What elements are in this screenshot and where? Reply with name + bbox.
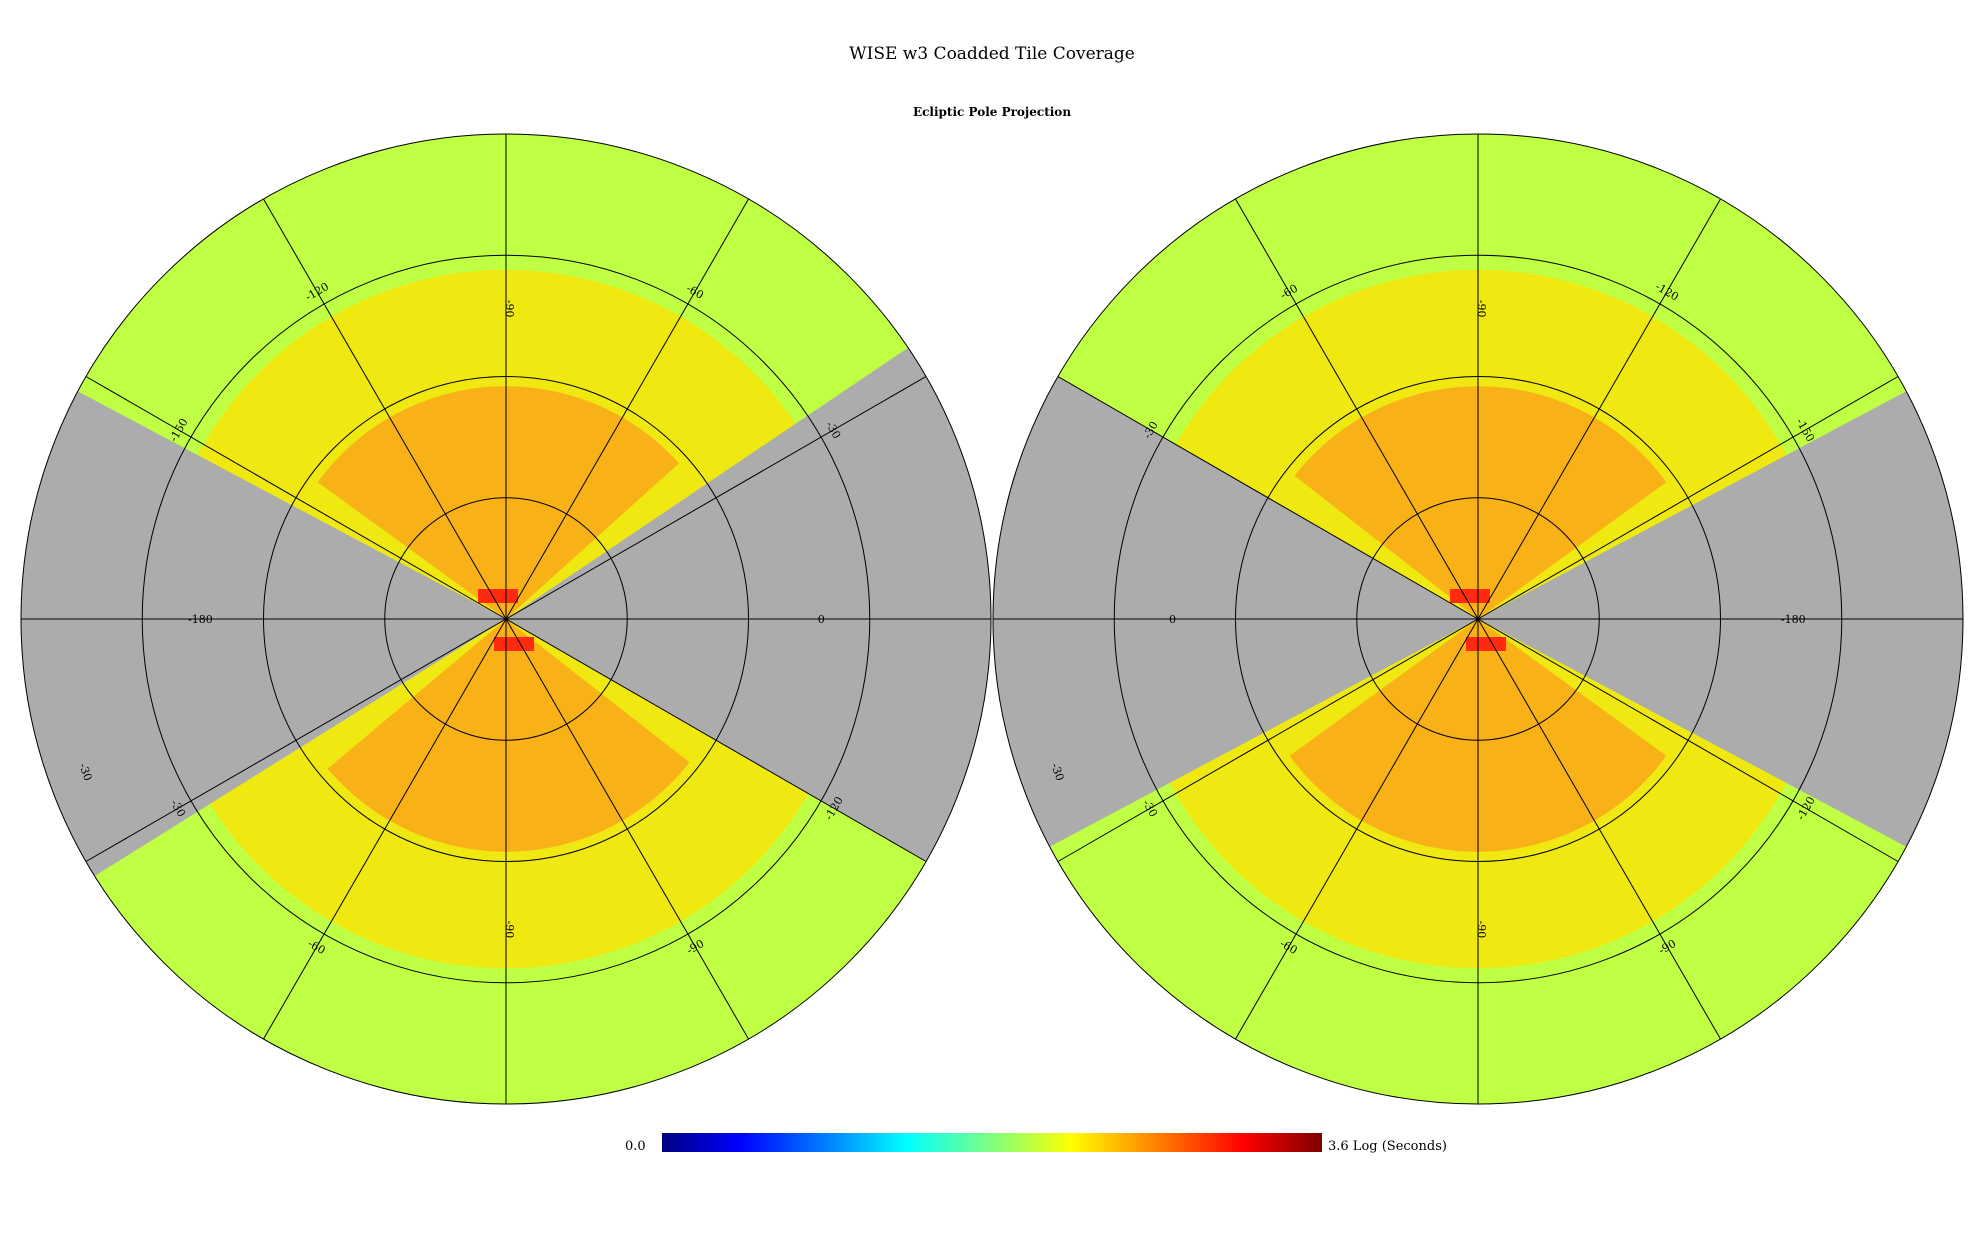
- south-hemisphere-map: 0 -180-30-60 -120-150-90-90-30-60 -90-120-3…: [992, 133, 1964, 1105]
- south-label-right: -180: [1781, 613, 1806, 626]
- north-label-right: 0: [818, 613, 825, 626]
- south-label-top: -90: [1475, 300, 1488, 318]
- south-longitude-line-1: [1477, 618, 1899, 862]
- page-title: WISE w3 Coadded Tile Coverage: [849, 44, 1135, 64]
- south-coverage-high-upper: [1294, 386, 1667, 619]
- north-max-coverage-lower: [494, 637, 534, 651]
- south-longitude-line-8: [1235, 198, 1479, 620]
- south-longitude-line-11: [1477, 376, 1899, 620]
- colorbar-max-label: 3.6 Log (Seconds): [1328, 1139, 1447, 1154]
- north-longitude-line-10: [505, 198, 749, 620]
- north-longitude-line-1: [505, 618, 927, 862]
- north-hemisphere-map: -180 0-150-120 -60-30-90-90-30-60 -90-120-3…: [20, 133, 992, 1105]
- south-longitude-line-4: [1235, 618, 1479, 1040]
- north-label-rim: -30: [76, 762, 94, 783]
- colorbar: [662, 1133, 1322, 1152]
- north-label-top: -90: [503, 300, 516, 318]
- colorbar-min-label: 0.0: [625, 1139, 646, 1154]
- south-label-left: 0: [1169, 613, 1176, 626]
- north-longitude-line-5: [85, 618, 507, 862]
- south-longitude-line-2: [1477, 618, 1721, 1040]
- north-coverage-high-upper: [317, 386, 680, 619]
- north-longitude-line-4: [263, 618, 507, 1040]
- north-label-left: -180: [188, 613, 213, 626]
- south-longitude-line-5: [1057, 618, 1479, 862]
- page-subtitle: Ecliptic Pole Projection: [912, 105, 1072, 119]
- south-max-coverage-lower: [1466, 637, 1506, 651]
- north-longitude-line-2: [505, 618, 749, 1040]
- south-max-coverage-upper: [1450, 589, 1490, 603]
- south-label-bottom: -90: [1475, 921, 1488, 939]
- north-longitude-line-11: [505, 376, 927, 620]
- south-longitude-line-7: [1057, 376, 1479, 620]
- north-label-bottom: -90: [503, 921, 516, 939]
- north-coverage-high-lower: [327, 619, 690, 852]
- north-longitude-line-7: [85, 376, 507, 620]
- north-longitude-line-8: [263, 198, 507, 620]
- south-label-rim: -30: [1048, 762, 1066, 783]
- north-max-coverage-upper: [478, 589, 518, 603]
- south-longitude-line-10: [1477, 198, 1721, 620]
